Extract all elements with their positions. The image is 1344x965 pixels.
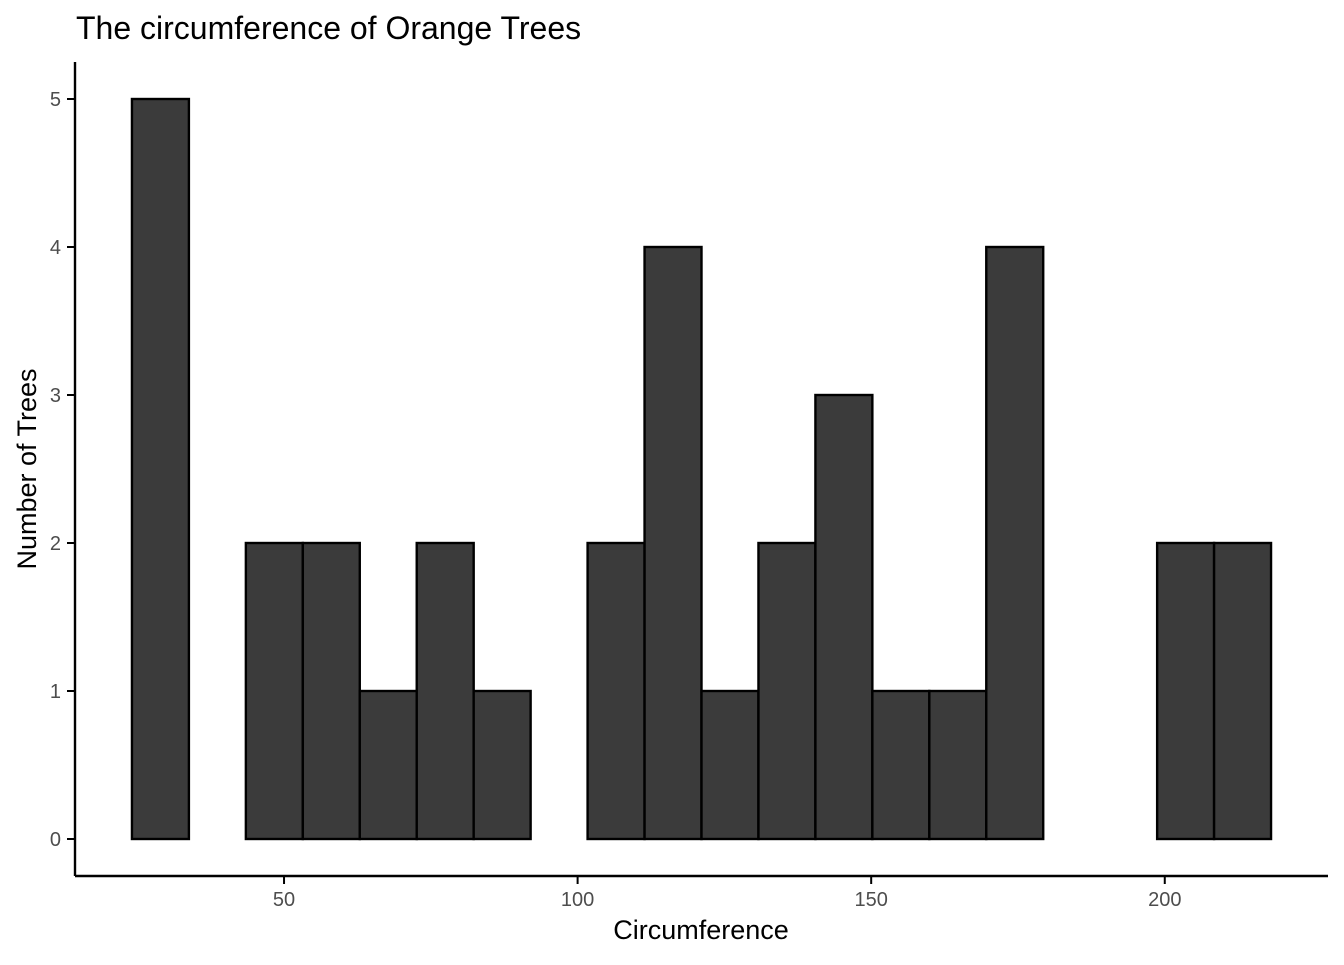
histogram-bar-2 (244, 541, 305, 841)
histogram-bar-10 (700, 689, 760, 841)
x-ticks-layer: 50 100 150 200 (273, 876, 1181, 911)
histogram-bar-5 (415, 541, 475, 841)
histogram-bar-3 (301, 541, 361, 841)
histogram-bar-15 (985, 245, 1045, 841)
histogram-bar-4 (358, 689, 418, 841)
histogram-bar-12 (814, 393, 874, 841)
x-axis-title: Circumference (613, 915, 789, 945)
y-tick-label-5: 5 (50, 89, 61, 111)
bars-layer (130, 97, 1273, 841)
y-tick-label-2: 2 (50, 533, 61, 555)
x-tick-label-100: 100 (561, 889, 594, 911)
y-tick-label-3: 3 (50, 385, 61, 407)
histogram-bar-9 (643, 245, 703, 841)
histogram-bar-11 (757, 541, 817, 841)
y-tick-label-4: 4 (50, 237, 61, 259)
y-tick-label-0: 0 (50, 829, 61, 851)
y-tick-label-1: 1 (50, 681, 61, 703)
chart-title: The circumference of Orange Trees (76, 10, 581, 46)
x-tick-label-50: 50 (273, 889, 295, 911)
y-axis-title: Number of Trees (12, 368, 42, 569)
histogram-bar-19 (1212, 541, 1273, 841)
x-tick-label-200: 200 (1148, 889, 1181, 911)
histogram-bar-13 (871, 689, 931, 841)
y-ticks-layer: 0 1 2 3 4 5 (50, 89, 75, 851)
histogram-bar-18 (1155, 541, 1216, 841)
histogram-bar-14 (928, 689, 988, 841)
histogram-bar-8 (586, 541, 646, 841)
histogram-bar-0 (130, 97, 191, 841)
x-tick-label-150: 150 (855, 889, 888, 911)
histogram-bar-6 (472, 689, 532, 841)
